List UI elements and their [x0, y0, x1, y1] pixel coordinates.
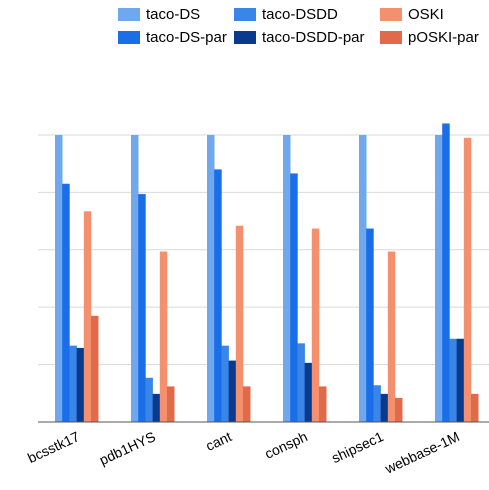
bar-webbase-1m-poski-par	[471, 393, 479, 422]
legend-item-taco-ds: taco-DS	[118, 4, 200, 24]
legend-label: pOSKI-par	[408, 28, 479, 46]
bar-pdb1hys-taco-dsdd	[145, 377, 153, 422]
legend-swatch	[380, 30, 402, 44]
bar-bcsstk17-taco-dsdd-par	[76, 347, 85, 422]
bar-shipsec1-oski	[387, 251, 396, 422]
x-tick-label-consph: consph	[262, 428, 310, 462]
x-tick-label-pdb1hys: pdb1HYS	[97, 428, 158, 468]
x-tick-label-shipsec1: shipsec1	[329, 428, 386, 466]
legend-swatch	[118, 7, 140, 21]
bar-consph-taco-ds	[283, 134, 291, 422]
bars	[55, 123, 479, 422]
bar-consph-taco-dsdd-par	[304, 362, 313, 422]
bar-cant-taco-ds	[207, 134, 215, 422]
bar-webbase-1m-taco-ds-par	[442, 123, 450, 422]
bar-webbase-1m-taco-dsdd	[449, 338, 457, 422]
x-tick-label-webbase-1m: webbase-1M	[382, 428, 462, 477]
bar-shipsec1-poski-par	[395, 397, 403, 422]
bar-pdb1hys-oski	[159, 251, 168, 422]
bar-cant-poski-par	[243, 386, 251, 422]
bar-bcsstk17-poski-par	[91, 315, 99, 422]
legend-label: OSKI	[408, 5, 444, 23]
bar-cant-taco-dsdd	[221, 345, 229, 422]
bar-bcsstk17-oski	[83, 211, 92, 422]
bar-pdb1hys-taco-ds	[131, 134, 139, 422]
legend-swatch	[118, 30, 140, 44]
legend-item-taco-dsdd-par: taco-DSDD-par	[234, 27, 365, 47]
legend-item-taco-ds-par: taco-DS-par	[118, 27, 227, 47]
legend-label: taco-DSDD	[262, 5, 338, 23]
bar-bcsstk17-taco-ds-par	[62, 183, 70, 422]
legend-label: taco-DSDD-par	[262, 28, 365, 46]
legend: taco-DS taco-DSDD OSKI taco-DS-par taco-DSDD…	[0, 0, 489, 52]
bar-cant-oski	[235, 225, 244, 422]
bar-cant-taco-dsdd-par	[228, 360, 237, 422]
legend-item-poski-par: pOSKI-par	[380, 27, 479, 47]
bar-shipsec1-taco-ds-par	[366, 228, 374, 422]
bar-webbase-1m-taco-ds	[435, 134, 443, 422]
legend-swatch	[234, 7, 256, 21]
x-tick-label-cant: cant	[203, 428, 234, 454]
legend-label: taco-DS	[146, 5, 201, 23]
bar-shipsec1-taco-dsdd	[373, 385, 381, 422]
legend-item-oski: OSKI	[380, 4, 444, 24]
bar-webbase-1m-oski	[463, 137, 472, 422]
legend-label: taco-DS-par	[146, 28, 227, 46]
bar-pdb1hys-taco-ds-par	[138, 194, 146, 422]
legend-swatch	[234, 30, 256, 44]
bar-cant-taco-ds-par	[214, 169, 222, 422]
bar-consph-oski	[311, 228, 320, 422]
bar-shipsec1-taco-dsdd-par	[380, 393, 389, 422]
bar-bcsstk17-taco-ds	[55, 134, 63, 422]
x-tick-label-bcsstk17: bcsstk17	[25, 428, 82, 466]
bar-webbase-1m-taco-dsdd-par	[456, 338, 465, 422]
bar-consph-taco-ds-par	[290, 173, 298, 422]
bar-pdb1hys-taco-dsdd-par	[152, 393, 161, 422]
bar-consph-poski-par	[319, 386, 327, 422]
legend-swatch	[380, 7, 402, 21]
bar-pdb1hys-poski-par	[167, 386, 175, 422]
bar-consph-taco-dsdd	[297, 343, 305, 422]
legend-item-taco-dsdd: taco-DSDD	[234, 4, 338, 24]
bar-shipsec1-taco-ds	[359, 134, 367, 422]
bar-bcsstk17-taco-dsdd	[69, 345, 77, 422]
